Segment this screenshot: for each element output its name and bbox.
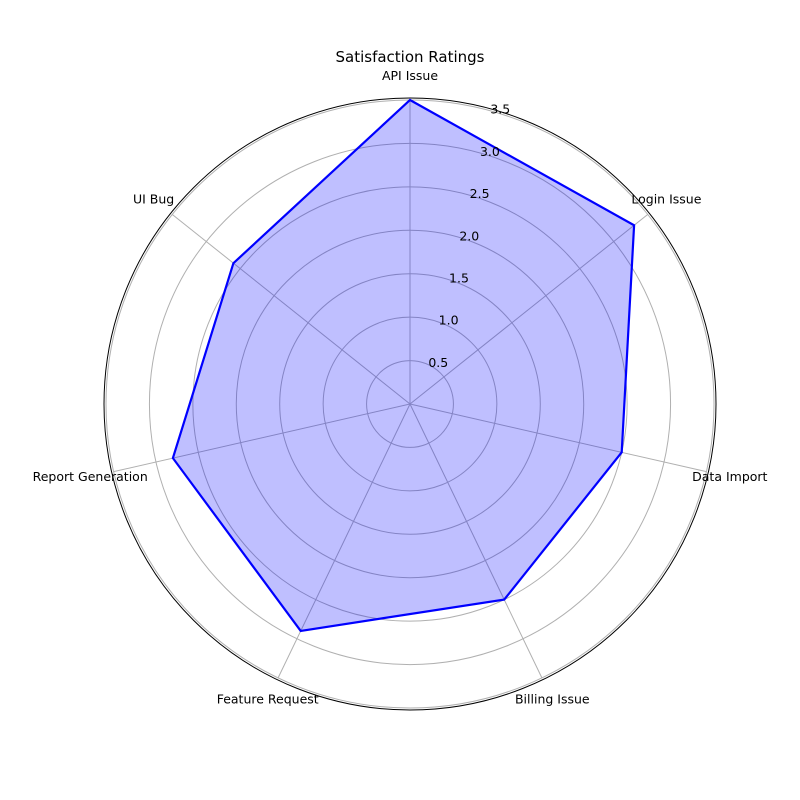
grid-layer — [103, 97, 717, 711]
radial-tick-label: 0.5 — [428, 355, 448, 370]
axis-spoke — [113, 403, 411, 473]
category-label: Report Generation — [33, 469, 148, 484]
radial-tick-label: 3.0 — [480, 144, 500, 159]
category-label: Feature Request — [217, 692, 319, 707]
series-layer — [171, 98, 636, 633]
radial-tick-label: 1.5 — [449, 270, 469, 285]
label-layer: API Issue Login Issue Data Import Billing I… — [33, 68, 768, 707]
axis-spoke — [409, 403, 543, 679]
axis-spoke — [172, 214, 411, 405]
axis-spoke — [409, 403, 707, 473]
axis-spoke — [409, 214, 648, 405]
category-label: Billing Issue — [515, 692, 590, 707]
series-area — [172, 100, 635, 631]
category-label: Login Issue — [631, 192, 701, 207]
category-label: UI Bug — [133, 192, 174, 207]
radial-tick-label: 2.5 — [470, 186, 490, 201]
category-label: API Issue — [382, 68, 438, 83]
radial-tick-label: 2.0 — [459, 228, 479, 243]
polar-frame — [103, 97, 717, 711]
chart-title: Satisfaction Ratings — [336, 48, 485, 66]
series-line — [171, 98, 636, 633]
category-label: Data Import — [692, 469, 767, 484]
axis-spoke — [277, 403, 411, 679]
radial-tick-label: 3.5 — [490, 102, 510, 117]
radial-tick-label: 1.0 — [439, 313, 459, 328]
